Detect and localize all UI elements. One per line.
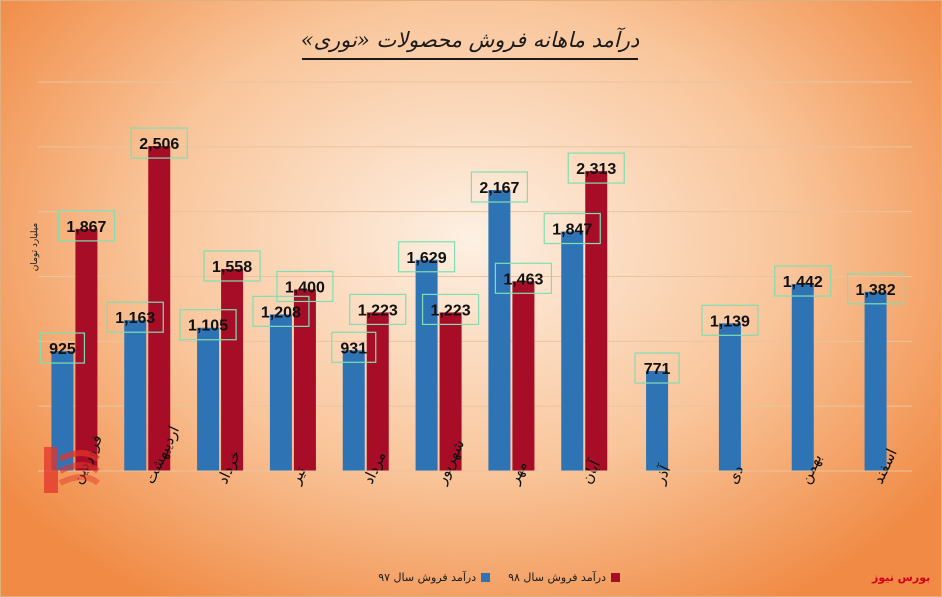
bar-97-4 bbox=[342, 350, 365, 471]
data-label-98-2-box bbox=[203, 250, 261, 282]
x-tick-label-1: اردیبهشت bbox=[141, 423, 183, 487]
bar-97-10 bbox=[791, 284, 814, 471]
data-label-98-5: 1,223 bbox=[431, 302, 471, 319]
data-label-97-0-box bbox=[39, 332, 86, 364]
data-label-97-3-box bbox=[252, 295, 310, 327]
data-label-98-3: 1,400 bbox=[285, 279, 325, 296]
data-label-98-4: 1,223 bbox=[358, 302, 398, 319]
data-label-97-4-box bbox=[331, 331, 377, 363]
data-label-97-5-box bbox=[397, 241, 456, 273]
bar-97-9 bbox=[718, 323, 741, 471]
legend-swatch-97 bbox=[481, 572, 491, 582]
bar-97-11 bbox=[864, 291, 887, 471]
data-label-97-8-box bbox=[634, 352, 680, 384]
bar-98-0 bbox=[75, 228, 98, 471]
chart-legend: درآمد فروش سال ۹۸ درآمد فروش سال ۹۷ bbox=[330, 568, 620, 586]
chart-title: درآمد ماهانه فروش محصولات «نوری» bbox=[300, 28, 640, 52]
legend-item-98: درآمد فروش سال ۹۸ bbox=[508, 571, 620, 584]
bar-97-8 bbox=[646, 371, 669, 471]
data-label-98-0-box bbox=[57, 210, 116, 242]
legend-label-97: درآمد فروش سال ۹۷ bbox=[378, 570, 477, 584]
bar-98-7 bbox=[585, 171, 608, 471]
data-label-97-5: 1,629 bbox=[407, 250, 447, 267]
data-label-98-0: 1,867 bbox=[66, 219, 106, 236]
bar-97-3 bbox=[269, 314, 292, 471]
data-label-98-2: 1,558 bbox=[212, 259, 252, 276]
data-label-98-3-box bbox=[276, 270, 334, 303]
x-tick-label-3: تیر bbox=[286, 464, 310, 488]
data-label-97-3: 1,208 bbox=[261, 304, 301, 321]
watermark-text: بورس نیوز bbox=[872, 571, 931, 584]
data-label-97-2-box bbox=[179, 309, 237, 341]
bar-98-4 bbox=[366, 312, 389, 471]
data-label-97-7: 1,847 bbox=[552, 222, 592, 239]
bar-98-5 bbox=[439, 312, 462, 471]
data-label-97-0: 925 bbox=[49, 341, 76, 358]
bar-98-6 bbox=[512, 281, 535, 471]
data-label-97-9-box bbox=[701, 304, 759, 336]
bar-97-7 bbox=[561, 231, 584, 471]
bar-98-3 bbox=[293, 289, 316, 471]
data-label-97-1-box bbox=[106, 301, 164, 333]
legend-item-97: درآمد فروش سال ۹۷ bbox=[378, 570, 491, 584]
data-label-98-7: 2,313 bbox=[576, 161, 616, 178]
data-label-97-8: 771 bbox=[644, 361, 671, 378]
data-label-98-1-box bbox=[130, 127, 188, 159]
data-label-98-1: 2,506 bbox=[139, 136, 179, 153]
bar-97-2 bbox=[197, 327, 220, 471]
data-label-97-6-box bbox=[470, 171, 529, 203]
legend-label-98: درآمد فروش سال ۹۸ bbox=[508, 570, 606, 584]
data-label-97-9: 1,139 bbox=[710, 313, 750, 330]
bar-97-0 bbox=[51, 351, 74, 471]
bar-97-5 bbox=[415, 259, 438, 471]
data-label-97-2: 1,105 bbox=[188, 318, 228, 335]
data-label-97-4: 931 bbox=[340, 340, 367, 357]
data-label-98-5-box bbox=[421, 293, 480, 326]
data-label-97-7-box bbox=[543, 212, 601, 245]
data-label-97-11: 1,382 bbox=[856, 282, 896, 299]
data-label-97-10: 1,442 bbox=[783, 274, 823, 291]
bar-97-1 bbox=[124, 320, 147, 471]
data-label-97-1: 1,163 bbox=[115, 310, 155, 327]
bar-98-2 bbox=[221, 268, 244, 471]
data-label-98-4-box bbox=[349, 293, 407, 326]
data-label-97-10-box bbox=[774, 265, 832, 297]
data-label-98-6-box bbox=[494, 262, 553, 294]
bar-98-1 bbox=[148, 146, 171, 471]
data-label-97-6: 2,167 bbox=[479, 180, 519, 197]
bar-97-6 bbox=[488, 190, 511, 471]
title-underline bbox=[302, 58, 638, 60]
bourse-logo-icon bbox=[44, 447, 100, 493]
legend-swatch-98 bbox=[611, 572, 620, 582]
data-label-98-6: 1,463 bbox=[503, 271, 543, 288]
data-label-98-7-box bbox=[567, 152, 625, 184]
data-label-97-11-box bbox=[846, 273, 905, 305]
